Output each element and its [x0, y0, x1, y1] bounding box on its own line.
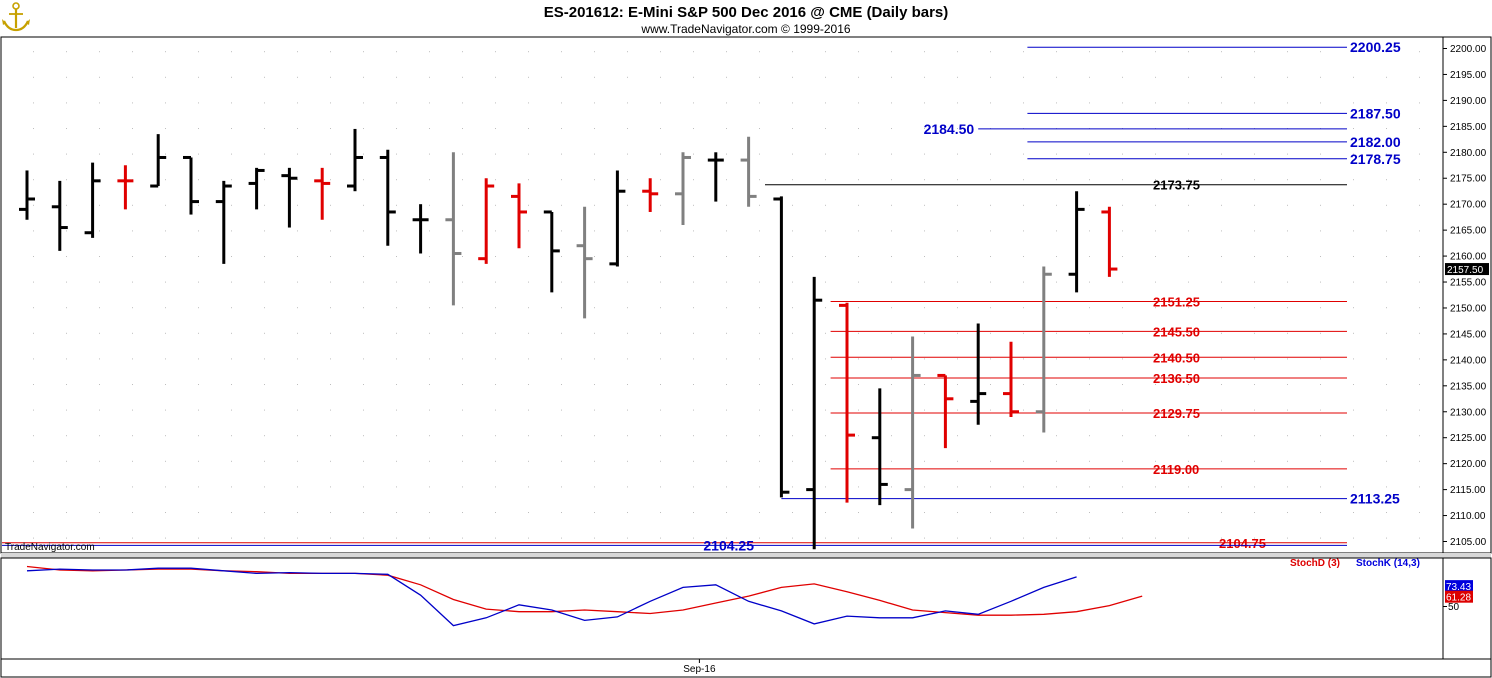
ohlc-bar	[576, 206, 593, 319]
ohlc-bar	[478, 178, 495, 264]
panel-divider[interactable]	[1, 553, 1491, 558]
level-label: 2113.25	[1350, 491, 1400, 507]
ohlc-bar	[347, 128, 363, 192]
level-label: 2104.75	[1219, 536, 1266, 551]
ohlc-bar	[248, 167, 265, 210]
watermark: TradeNavigator.com	[5, 542, 95, 553]
ohlc-bar	[281, 167, 298, 228]
level-label: 2187.50	[1350, 105, 1401, 121]
price-tick-label: 2165.00	[1450, 226, 1487, 237]
price-tick-label: 2195.00	[1450, 70, 1487, 81]
price-tick-label: 2135.00	[1450, 381, 1487, 392]
ohlc-bar	[1101, 206, 1118, 277]
ohlc-bar	[806, 276, 823, 550]
ohlc-bar	[117, 165, 134, 210]
price-tick-label: 2160.00	[1450, 252, 1487, 263]
ohlc-bar	[543, 210, 560, 293]
level-label: 2151.25	[1153, 294, 1200, 309]
ohlc-bar	[379, 149, 396, 246]
date-tick-label: Sep-16	[683, 664, 716, 675]
ohlc-bar	[937, 373, 954, 449]
price-tick-label: 2175.00	[1450, 174, 1487, 185]
stoch-k-last-label: 73.43	[1446, 582, 1471, 593]
price-tick-label: 2120.00	[1450, 459, 1487, 470]
price-bars	[19, 128, 1118, 550]
stochastic-axis	[1442, 557, 1492, 660]
stoch-d-tag	[1445, 590, 1473, 603]
price-tick-label: 2140.00	[1450, 355, 1487, 366]
ohlc-bar	[675, 152, 691, 225]
ohlc-bar	[150, 134, 167, 188]
price-tick-label: 2150.00	[1450, 303, 1487, 314]
ohlc-bar	[1068, 191, 1085, 293]
price-tick-label: 2130.00	[1450, 407, 1487, 418]
ohlc-bar	[773, 196, 790, 498]
level-label: 2140.50	[1153, 350, 1200, 365]
level-label: 2184.50	[924, 121, 975, 137]
anchor-logo-icon	[2, 2, 30, 32]
ohlc-bar	[183, 155, 199, 215]
level-label: 2136.50	[1153, 371, 1200, 386]
level-label: 2119.00	[1153, 462, 1199, 477]
price-axis-ticks: 2200.00 2195.00 2190.00 2185.00 2180.00 2175.…	[1443, 44, 1489, 548]
ohlc-bar	[740, 136, 757, 207]
stoch-k-tag	[1445, 580, 1473, 593]
level-label: 2173.75	[1153, 178, 1200, 193]
price-tick-label: 2145.00	[1450, 329, 1487, 340]
ohlc-bar	[609, 170, 626, 267]
price-tick-label: 2110.00	[1450, 511, 1486, 522]
stochastic-panel	[0, 557, 1444, 660]
ohlc-bar	[1003, 341, 1019, 417]
price-tick-label: 2170.00	[1450, 200, 1487, 211]
price-tick-label: 2105.00	[1450, 537, 1487, 548]
ohlc-bar	[445, 152, 462, 306]
price-panel-grid	[4, 40, 1442, 552]
ohlc-bar	[904, 336, 921, 529]
last-price-label: 2157.50	[1447, 265, 1484, 276]
level-label: 2104.25	[703, 537, 754, 553]
level-label: 2200.25	[1350, 39, 1401, 55]
legend-stoch-d: StochD (3)	[1290, 558, 1340, 569]
ohlc-bar	[871, 388, 888, 506]
level-label: 2145.50	[1153, 324, 1200, 339]
stoch-d-last-label: 61.28	[1446, 593, 1471, 604]
price-tick-label: 2185.00	[1450, 122, 1487, 133]
date-axis	[0, 658, 1492, 678]
ohlc-bar	[215, 180, 232, 264]
level-label: 2178.75	[1350, 151, 1401, 167]
stochastic-lines	[26, 565, 1143, 627]
logo	[2, 2, 30, 32]
ohlc-bar	[51, 180, 68, 251]
ohlc-bar	[970, 323, 987, 425]
stoch-tick-label: 50	[1448, 602, 1460, 613]
ohlc-bar	[839, 302, 855, 503]
ohlc-bar	[314, 167, 331, 220]
price-tick-label: 2155.00	[1450, 278, 1487, 289]
chart-title: ES-201612: E-Mini S&P 500 Dec 2016 @ CME…	[544, 4, 949, 21]
price-axis	[1442, 36, 1492, 554]
chart-subtitle: www.TradeNavigator.com © 1999-2016	[640, 22, 850, 36]
ohlc-bar	[19, 170, 35, 220]
price-tick-label: 2190.00	[1450, 96, 1487, 107]
ohlc-bar	[1035, 266, 1052, 433]
ohlc-bar	[412, 204, 429, 254]
stoch-line	[26, 567, 1077, 627]
ohlc-bar	[642, 178, 659, 212]
level-label: 2182.00	[1350, 134, 1401, 150]
price-tick-label: 2200.00	[1450, 44, 1487, 55]
date-axis-ticks: Sep-16Oct-16	[683, 659, 716, 675]
ohlc-bar	[511, 183, 527, 249]
legend-stoch-k: StochK (14,3)	[1356, 558, 1420, 569]
ohlc-bar	[84, 162, 101, 238]
ohlc-bar	[707, 152, 724, 202]
price-tick-label: 2125.00	[1450, 433, 1487, 444]
last-price-tag	[1445, 263, 1489, 276]
price-tick-label: 2180.00	[1450, 148, 1487, 159]
level-label: 2129.75	[1153, 406, 1200, 421]
price-tick-label: 2115.00	[1450, 485, 1486, 496]
